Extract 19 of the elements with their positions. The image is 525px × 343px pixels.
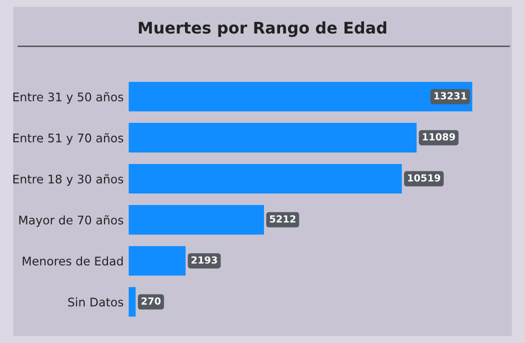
y-tick-label: Entre 51 y 70 años bbox=[13, 133, 124, 145]
y-tick-label: Mayor de 70 años bbox=[19, 215, 124, 227]
data-label: 270 bbox=[142, 297, 161, 305]
bar bbox=[128, 287, 136, 317]
bar bbox=[128, 164, 402, 194]
bar bbox=[128, 82, 472, 112]
y-tick-label: Sin Datos bbox=[68, 297, 124, 307]
bar bbox=[128, 246, 186, 276]
bar bbox=[128, 122, 417, 152]
chart-title: Muertes por Rango de Edad bbox=[138, 21, 386, 37]
data-label: 13231 bbox=[434, 92, 466, 100]
data-label: 2193 bbox=[192, 256, 218, 264]
y-tick-label: Menores de Edad bbox=[22, 256, 123, 266]
bar bbox=[128, 205, 264, 235]
y-tick-label: Entre 18 y 30 años bbox=[13, 174, 124, 186]
data-label: 10519 bbox=[408, 174, 440, 182]
data-label: 5212 bbox=[270, 215, 296, 223]
data-label: 11089 bbox=[422, 133, 455, 141]
y-tick-label: Entre 31 y 50 años bbox=[13, 92, 124, 104]
